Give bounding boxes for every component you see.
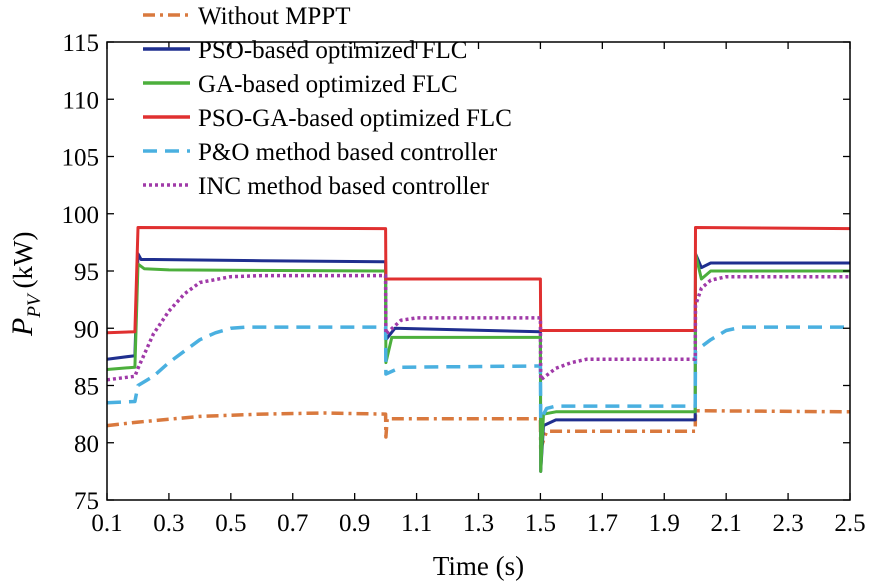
series-line-4	[106, 226, 851, 335]
y-tick-label: 85	[74, 374, 99, 401]
x-tick-labels: 0.1 0.3 0.5 0.7 0.9 1.1 1.3 1.5 1.7 1.9 2.1 2.3 2.5	[91, 510, 865, 537]
x-tick-label: 2.3	[772, 510, 803, 537]
x-tick-label: 0.7	[277, 510, 308, 537]
y-tick-label: 75	[74, 488, 99, 515]
legend-label-5: P&O method based controller	[198, 139, 498, 166]
y-axis-title: PPV (kW)	[6, 231, 45, 337]
series-line-2	[106, 252, 850, 473]
y-tick-label: 90	[74, 316, 99, 343]
x-tick-label: 1.9	[649, 510, 680, 537]
y-axis-title-sub: PV	[24, 292, 45, 319]
x-tick-label: 1.5	[525, 510, 556, 537]
legend: Without MPPT PSO-based optimized FLC GA-ba…	[143, 3, 512, 200]
x-tick-label: 0.1	[91, 510, 122, 537]
y-tick-labels: 75 80 85 90 95 100 105 110 115	[62, 30, 100, 515]
y-tick-label: 80	[74, 431, 99, 458]
x-tick-label: 2.5	[834, 510, 865, 537]
x-tick-label: 2.1	[711, 510, 742, 537]
x-tick-label: 1.7	[587, 510, 618, 537]
series-line-1	[106, 408, 851, 451]
series-line-3	[106, 252, 850, 473]
legend-label-3: GA-based optimized FLC	[198, 71, 458, 98]
legend-label-1: Without MPPT	[198, 3, 351, 30]
x-tick-label: 0.3	[153, 510, 184, 537]
ticks-layer	[106, 41, 851, 501]
y-tick-label: 100	[62, 202, 100, 229]
x-tick-label: 1.1	[401, 510, 432, 537]
legend-label-4: PSO-GA-based optimized FLC	[198, 105, 512, 132]
series-line-5	[106, 325, 850, 422]
legend-label-6: INC method based controller	[198, 173, 490, 200]
series-line-6	[106, 273, 850, 382]
y-tick-label: 105	[62, 145, 100, 172]
y-tick-label: 95	[74, 259, 99, 286]
x-tick-label: 0.9	[339, 510, 370, 537]
series-layer	[106, 226, 851, 473]
y-axis-title-main: P	[6, 318, 39, 337]
x-tick-label: 1.3	[463, 510, 494, 537]
y-tick-label: 110	[62, 87, 99, 114]
svg-text:PPV(kW): PPV (kW)	[6, 231, 45, 337]
legend-label-2: PSO-based optimized FLC	[198, 37, 467, 64]
y-tick-label: 115	[62, 30, 99, 57]
x-axis-title: Time (s)	[433, 551, 524, 581]
y-axis-title-unit: (kW)	[8, 231, 38, 288]
x-tick-label: 0.5	[215, 510, 246, 537]
